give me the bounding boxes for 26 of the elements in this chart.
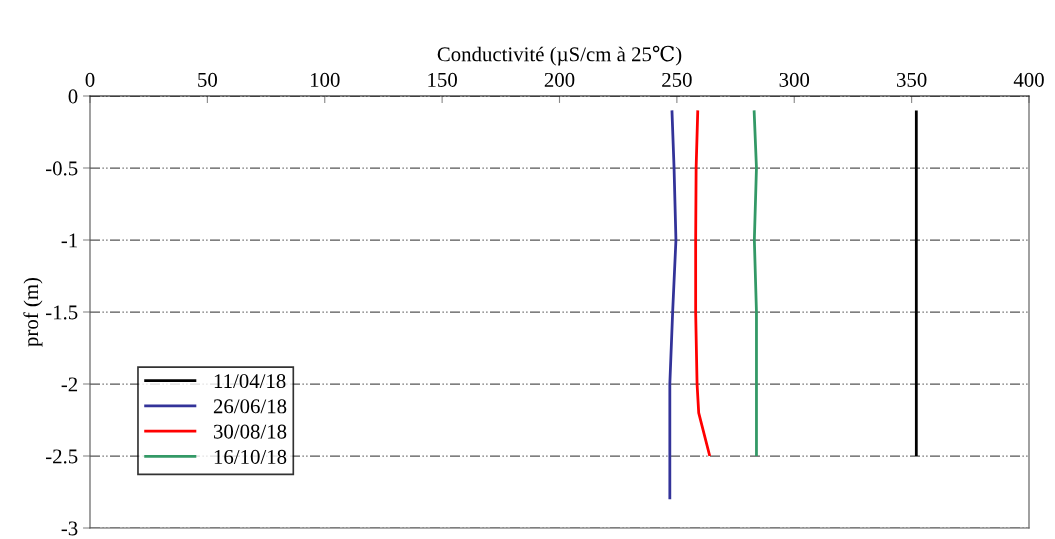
line-series (914, 109, 918, 458)
y-tick-label: -2 (61, 377, 78, 392)
legend-label: 26/06/18 (213, 399, 287, 414)
x-tick-label: 150 (428, 72, 457, 87)
x-axis-title: Conductivité (µS/cm à 25℃) (437, 45, 682, 66)
legend-label: 11/04/18 (214, 374, 286, 389)
x-tick-label: 250 (662, 72, 692, 87)
y-tick-label: -2.5 (45, 449, 78, 464)
line-series (752, 109, 758, 458)
x-tick-label: 100 (310, 72, 340, 87)
y-tick-label: -1.5 (45, 305, 78, 320)
line-series (668, 109, 678, 501)
x-tick-label: 300 (779, 72, 810, 87)
y-tick-label: -1 (61, 233, 77, 248)
y-tick-label: -3 (61, 521, 78, 536)
x-tick-label: 350 (897, 72, 927, 87)
legend-label: 30/08/18 (213, 424, 287, 439)
legend-label: 16/10/18 (214, 449, 287, 464)
y-tick-label: -0.5 (45, 161, 78, 176)
x-tick-label: 400 (1013, 72, 1044, 87)
line-series (694, 109, 712, 458)
x-tick-label: 0 (85, 72, 95, 87)
y-tick-label: 0 (68, 89, 78, 104)
x-tick-label: 50 (198, 72, 217, 87)
y-axis-title: prof (m) (23, 277, 43, 347)
x-tick-label: 200 (544, 72, 575, 87)
